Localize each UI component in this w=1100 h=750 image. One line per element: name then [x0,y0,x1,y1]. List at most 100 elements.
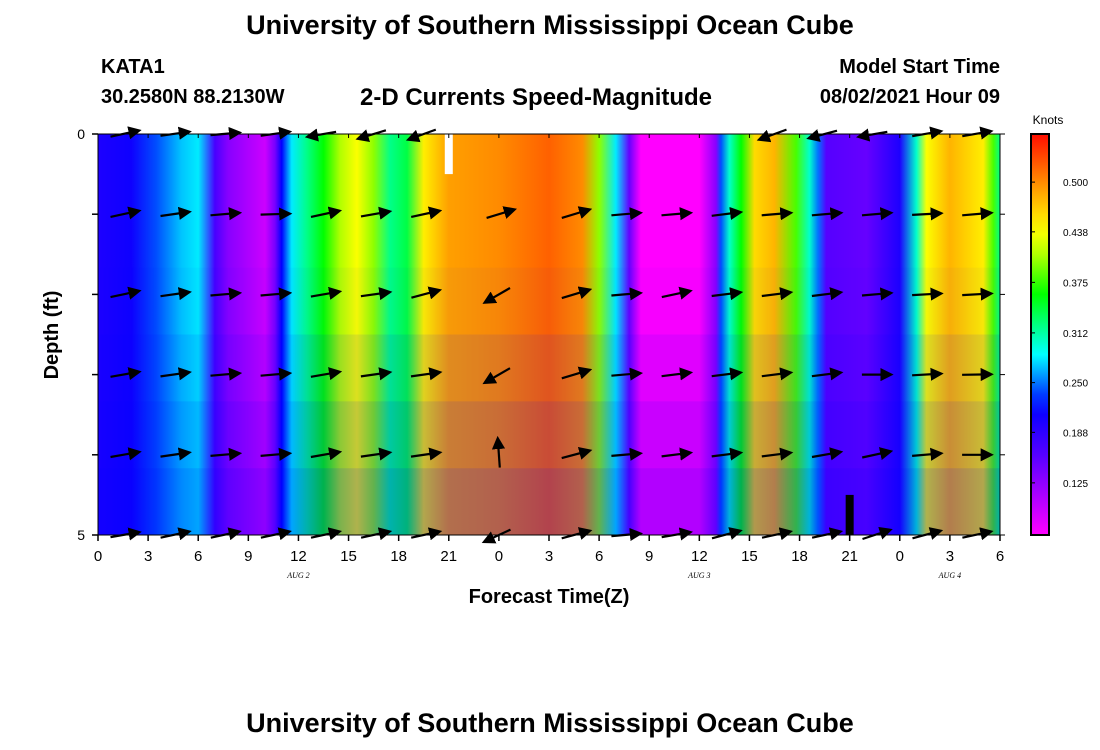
colorbar-tick-label: 0.250 [1063,379,1088,390]
x-tick-label: 6 [194,548,202,565]
x-tick-label: 0 [94,548,102,565]
current-arrow [811,447,844,461]
x-tick-label: 3 [545,548,553,565]
y-tick-label: 0 [77,126,85,142]
current-arrow [962,287,994,301]
current-arrow [491,435,506,468]
x-tick-label: 3 [144,548,152,565]
current-arrow [912,207,944,221]
current-arrow [561,206,593,219]
current-arrow [360,367,393,381]
current-arrow [811,287,844,301]
y-tick-label: 5 [77,527,85,543]
current-arrow [912,447,944,461]
current-arrow [912,367,944,381]
station-coords: 30.2580N 88.2130W [101,86,285,108]
x-tick-label: 21 [440,548,457,565]
date-label: AUG 4 [938,571,961,580]
x-tick-label: 12 [290,548,307,565]
heatmap-marker-0 [444,134,453,175]
depth-layer-shade-3 [98,334,1000,402]
current-arrow [310,206,343,220]
current-arrow [711,206,744,221]
current-arrow [160,367,192,381]
current-arrow [711,367,744,381]
current-arrow [260,447,293,461]
current-arrow [761,447,794,461]
current-arrow [360,287,393,301]
current-arrow [611,207,644,221]
current-arrow [160,447,192,461]
current-arrow [260,287,293,301]
depth-layer-2 [98,267,1000,335]
current-arrow [711,287,744,301]
current-arrow [310,367,343,381]
current-arrow [360,447,393,461]
current-arrow [611,287,644,301]
current-arrow [410,367,443,381]
x-tick-label: 15 [741,548,758,565]
station-id: KATA1 [101,56,165,78]
colorbar-label: Knots [1033,113,1064,127]
current-arrow [811,367,844,381]
x-tick-label: 9 [645,548,653,565]
current-arrow [160,206,192,220]
date-label: AUG 2 [286,571,309,580]
x-tick-label: 6 [595,548,603,565]
x-tick-label: 12 [691,548,708,565]
y-axis-label: Depth (ft) [41,291,63,380]
current-arrow [210,447,243,461]
depth-layer-3 [98,334,1000,402]
current-arrow [360,206,393,220]
depth-layer-shade-2 [98,268,1000,335]
current-arrow [611,447,644,461]
chart-title: 2-D Currents Speed-Magnitude [360,84,713,111]
current-arrow [711,447,744,461]
x-tick-label: 3 [946,548,954,565]
current-arrow [761,287,794,301]
current-arrow [611,367,644,381]
current-arrow [761,207,794,221]
current-arrow [912,287,944,301]
date-label: AUG 3 [687,571,710,580]
current-arrow [410,447,443,461]
current-arrow [561,366,593,380]
current-arrow [661,447,694,461]
x-axis-label: Forecast Time(Z) [469,586,630,608]
page-title: University of Southern Mississippi Ocean… [246,10,854,40]
x-tick-label: 15 [340,548,357,565]
heatmap-markers [444,134,854,535]
x-tick-label: 0 [495,548,503,565]
current-arrow [761,367,794,381]
depth-layer-shade-4 [98,401,1000,469]
current-arrow [486,206,517,219]
colorbar-tick-label: 0.312 [1063,329,1088,340]
model-start-label: Model Start Time [839,56,1000,78]
x-tick-label: 6 [996,548,1004,565]
x-tick-label: 18 [791,548,808,565]
current-arrow [210,207,243,221]
heatmap-cells [98,134,1000,536]
current-arrow [310,447,343,461]
x-tick-label: 21 [841,548,858,565]
current-arrow [661,367,694,381]
colorbar: 0.500 0.438 0.375 0.312 0.250 0.188 0.125 [1030,133,1088,536]
colorbar-tick-label: 0.125 [1063,479,1088,490]
current-arrow [410,206,443,220]
depth-layer-shade-5 [98,468,1000,536]
depth-layer-1 [98,200,1000,269]
colorbar-tick-label: 0.375 [1063,278,1088,289]
colorbar-tick-label: 0.188 [1063,428,1088,439]
x-tick-label: 18 [390,548,407,565]
current-arrow [110,286,142,300]
current-arrow [310,286,343,300]
current-direction-arrows [110,126,994,544]
current-arrow [110,206,142,220]
colorbar-tick-label: 0.438 [1063,228,1088,239]
current-arrow [482,287,511,304]
current-arrow [210,367,243,381]
current-arrow [482,367,511,385]
current-arrow [861,207,894,221]
current-arrow [861,287,894,301]
